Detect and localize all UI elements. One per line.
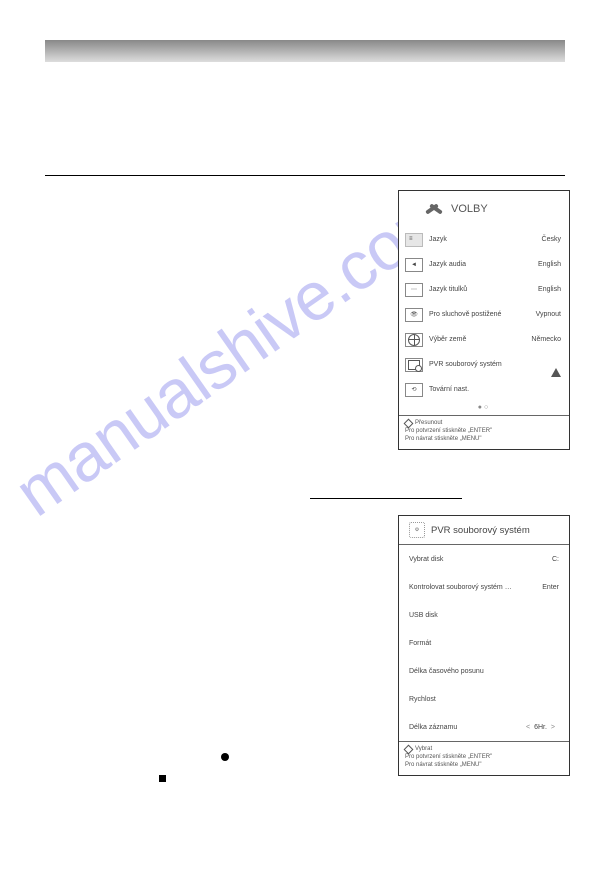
menu-label: Jazyk audia <box>429 261 538 268</box>
menu-value: 6Hr. <box>534 724 547 731</box>
right-arrow-icon[interactable]: > <box>547 724 559 731</box>
menu-value: Enter <box>542 584 559 591</box>
pvr-item-usb-disk[interactable]: USB disk <box>399 601 569 629</box>
usb-settings-icon: ⚙ <box>409 522 425 538</box>
menu-label: Pro sluchově postižené <box>429 311 536 318</box>
menu-label: Rychlost <box>409 696 559 703</box>
menu-label: Délka záznamu <box>409 724 522 731</box>
footer-hint-1: Pro potvrzení stiskněte „ENTER" <box>405 754 563 762</box>
menu-label: Jazyk titulků <box>429 286 538 293</box>
menu-value <box>551 361 561 368</box>
menu-item-factory-reset[interactable]: ⟲ Tovární nast. <box>399 377 569 402</box>
pvr-item-timeshift-length[interactable]: Délka časového posunu <box>399 657 569 685</box>
warning-icon <box>551 361 561 377</box>
menu-value: Vypnout <box>536 311 561 318</box>
menu-label: Formát <box>409 640 559 647</box>
footer-nav: Přesunout <box>405 420 563 428</box>
footer-nav: Vybrat <box>405 746 563 754</box>
menu-item-language[interactable]: ≡ Jazyk Česky <box>399 227 569 252</box>
pvr-item-select-disk[interactable]: Vybrat disk C: <box>399 545 569 573</box>
menu-label: Výběr země <box>429 336 531 343</box>
pvr-item-check-fs[interactable]: Kontrolovat souborový systém … Enter <box>399 573 569 601</box>
pvr-item-record-length[interactable]: Délka záznamu < 6Hr. > <box>399 713 569 741</box>
footer-nav-label: Vybrat <box>415 746 432 754</box>
menu-label: Vybrat disk <box>409 556 552 563</box>
menu-value: English <box>538 286 561 293</box>
lang-icon: ≡ <box>405 233 423 247</box>
panel-footer: Přesunout Pro potvrzení stiskněte „ENTER… <box>399 416 569 449</box>
pvr-panel: ⚙ PVR souborový systém Vybrat disk C: Ko… <box>398 515 570 776</box>
menu-label: Jazyk <box>429 236 542 243</box>
menu-item-country[interactable]: Výběr země Německo <box>399 327 569 352</box>
panel-footer: Vybrat Pro potvrzení stiskněte „ENTER" P… <box>399 742 569 775</box>
panel-header: VOLBY <box>399 191 569 227</box>
ear-icon: 👁 <box>405 308 423 322</box>
header-bar <box>45 40 565 62</box>
footer-hint-2: Pro návrat stiskněte „MENU" <box>405 436 563 444</box>
pvr-item-speed[interactable]: Rychlost <box>399 685 569 713</box>
menu-value: Česky <box>542 236 561 243</box>
subtitle-icon: ⋯ <box>405 283 423 297</box>
footer-hint-1: Pro potvrzení stiskněte „ENTER" <box>405 428 563 436</box>
menu-value: C: <box>552 556 559 563</box>
menu-item-subtitle-lang[interactable]: ⋯ Jazyk titulků English <box>399 277 569 302</box>
menu-label: PVR souborový systém <box>429 361 551 368</box>
list-bullet-square <box>159 775 166 782</box>
text-underline <box>310 498 462 499</box>
menu-item-hearing-impaired[interactable]: 👁 Pro sluchově postižené Vypnout <box>399 302 569 327</box>
menu-label: Tovární nast. <box>429 386 561 393</box>
menu-value: English <box>538 261 561 268</box>
panel-title: VOLBY <box>451 203 488 215</box>
options-panel: VOLBY ≡ Jazyk Česky ◄ Jazyk audia Englis… <box>398 190 570 450</box>
footer-hint-2: Pro návrat stiskněte „MENU" <box>405 762 563 770</box>
panel-header: ⚙ PVR souborový systém <box>399 516 569 545</box>
horizontal-rule <box>45 175 565 176</box>
globe-icon <box>405 333 423 347</box>
reset-icon: ⟲ <box>405 383 423 397</box>
menu-label: Kontrolovat souborový systém … <box>409 584 542 591</box>
menu-label: USB disk <box>409 612 559 619</box>
left-arrow-icon[interactable]: < <box>522 724 534 731</box>
menu-item-audio-lang[interactable]: ◄ Jazyk audia English <box>399 252 569 277</box>
menu-label: Délka časového posunu <box>409 668 559 675</box>
list-bullet-round <box>221 753 229 761</box>
disk-icon <box>405 358 423 372</box>
pvr-item-format[interactable]: Formát <box>399 629 569 657</box>
footer-nav-label: Přesunout <box>415 420 442 428</box>
menu-item-pvr-fs[interactable]: PVR souborový systém <box>399 352 569 377</box>
page-indicator: ●○ <box>399 402 569 415</box>
audio-icon: ◄ <box>405 258 423 272</box>
panel-title: PVR souborový systém <box>431 525 530 536</box>
settings-icon <box>425 199 445 219</box>
menu-value: Německo <box>531 336 561 343</box>
